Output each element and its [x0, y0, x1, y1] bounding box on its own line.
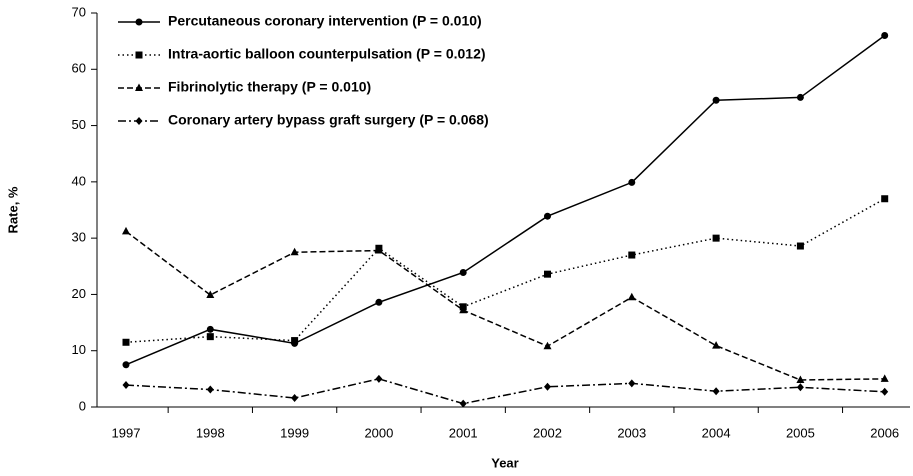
- y-tick-label: 10: [72, 342, 86, 357]
- x-axis-title: Year: [491, 455, 518, 470]
- data-point: [796, 93, 804, 101]
- data-point: [122, 381, 130, 390]
- data-point: [628, 251, 636, 259]
- x-tick-label: 1999: [280, 425, 309, 440]
- data-point: [628, 178, 636, 186]
- data-point: [291, 337, 299, 345]
- legend-marker: [135, 18, 143, 26]
- data-point: [628, 379, 636, 388]
- x-tick-label: 2005: [786, 425, 815, 440]
- y-tick-label: 50: [72, 117, 86, 132]
- x-tick-label: 2003: [617, 425, 646, 440]
- data-point: [881, 195, 889, 203]
- data-point: [880, 374, 889, 382]
- data-point: [627, 292, 636, 301]
- x-tick-label: 1997: [112, 425, 141, 440]
- data-point: [206, 325, 214, 333]
- data-point: [290, 247, 299, 256]
- data-point: [206, 333, 214, 341]
- data-point: [543, 341, 552, 350]
- data-point: [374, 246, 383, 254]
- data-point: [544, 212, 551, 220]
- legend-label: Coronary artery bypass graft surgery (P …: [168, 112, 489, 128]
- data-point: [122, 226, 130, 235]
- y-tick-label: 30: [72, 230, 86, 245]
- legend-label: Percutaneous coronary intervention (P = …: [168, 13, 482, 29]
- y-tick-label: 20: [72, 286, 86, 301]
- series-line: [125, 378, 885, 405]
- y-tick-label: 70: [72, 4, 86, 19]
- data-point: [459, 399, 467, 408]
- data-point: [459, 268, 467, 276]
- data-point: [122, 361, 130, 369]
- series-line: [125, 198, 886, 344]
- legend-marker: [135, 83, 143, 91]
- legend-marker: [135, 51, 143, 59]
- y-tick-label: 40: [72, 173, 86, 188]
- data-point: [881, 32, 889, 40]
- x-tick-label: 2000: [364, 425, 393, 440]
- data-point: [881, 387, 889, 396]
- legend-marker: [135, 117, 143, 125]
- data-point: [122, 338, 130, 346]
- x-tick-label: 2001: [449, 425, 478, 440]
- x-tick-label: 2004: [702, 425, 731, 440]
- data-point: [375, 298, 383, 306]
- data-point: [544, 382, 551, 391]
- data-point: [796, 375, 805, 383]
- y-axis-title: Rate, %: [5, 186, 20, 233]
- data-point: [712, 341, 721, 349]
- data-point: [291, 393, 299, 402]
- x-tick-label: 2002: [533, 425, 562, 440]
- y-tick-label: 0: [79, 398, 86, 413]
- data-point: [712, 234, 720, 242]
- data-point: [206, 385, 214, 394]
- data-point: [375, 374, 383, 383]
- x-tick-label: 2006: [870, 425, 899, 440]
- y-tick-label: 60: [72, 61, 86, 76]
- data-point: [796, 242, 804, 250]
- legend-label: Intra-aortic balloon counterpulsation (P…: [168, 46, 486, 62]
- data-point: [712, 387, 720, 396]
- data-point: [206, 290, 215, 298]
- x-tick-label: 1998: [196, 425, 225, 440]
- series-line: [125, 34, 886, 366]
- data-point: [712, 96, 720, 104]
- data-point: [459, 305, 468, 314]
- series-line: [125, 230, 885, 381]
- data-point: [544, 270, 551, 278]
- data-point: [796, 383, 804, 392]
- legend-label: Fibrinolytic therapy (P = 0.010): [168, 79, 371, 95]
